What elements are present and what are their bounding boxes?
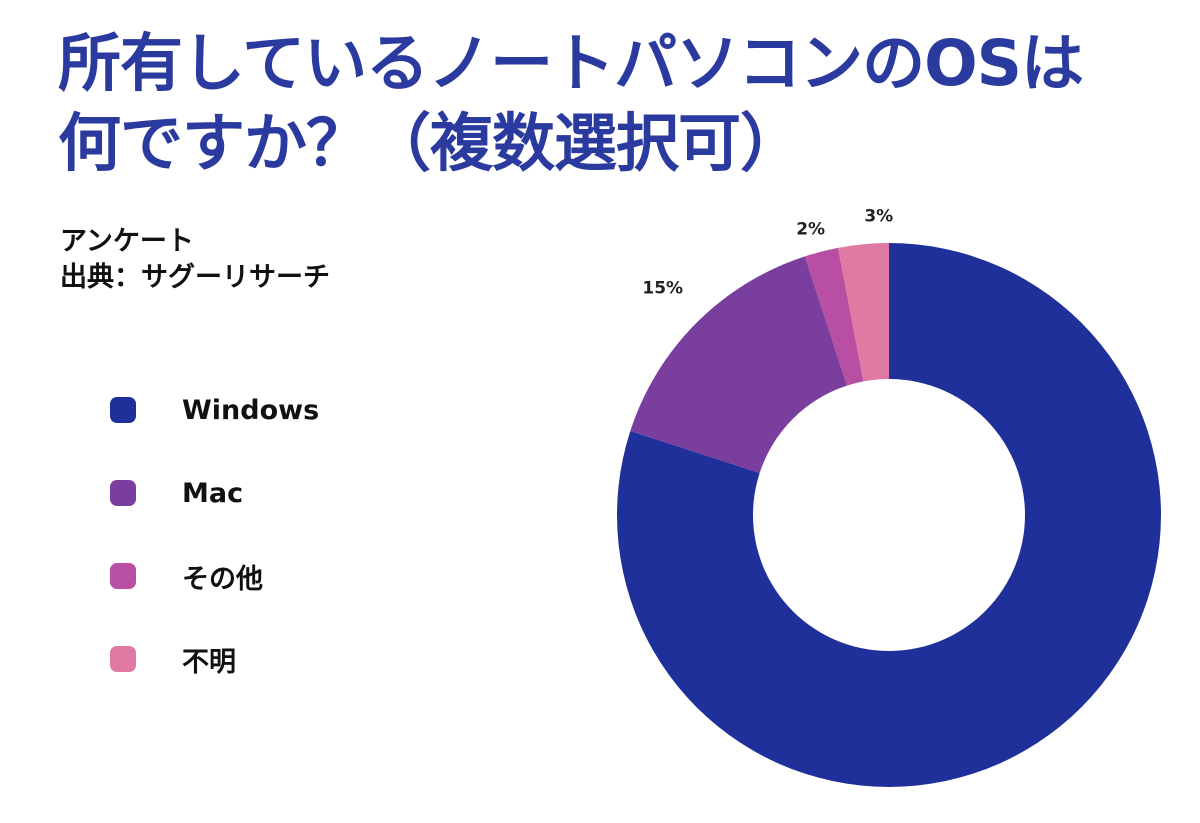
legend-item-unknown: 不明	[110, 639, 319, 679]
legend-swatch-unknown	[110, 646, 136, 672]
survey-source: アンケート 出典：サグーリサーチ	[60, 224, 330, 296]
legend-item-mac: Mac	[110, 473, 319, 513]
slice-other	[804, 247, 864, 386]
data-label-unknown: 3%	[864, 206, 893, 226]
legend-item-other: その他	[110, 556, 319, 596]
legend-swatch-mac	[110, 480, 136, 506]
source-label: 出典：サグーリサーチ	[60, 262, 330, 293]
data-label-other: 2%	[796, 219, 825, 239]
slice-windows	[617, 243, 1161, 787]
legend-item-windows: Windows	[110, 390, 319, 430]
legend-swatch-other	[110, 563, 136, 589]
slice-unknown	[838, 243, 889, 382]
survey-label: アンケート	[60, 226, 194, 257]
slice-mac	[630, 256, 847, 473]
chart-title-line-2: 何ですか？（複数選択可）	[58, 107, 803, 180]
legend-label-other: その他	[182, 563, 263, 595]
data-label-mac: 15%	[642, 279, 683, 299]
chart-title: 所有しているノートパソコンのOSは 何ですか？（複数選択可）	[58, 24, 1084, 184]
legend-swatch-windows	[110, 397, 136, 423]
legend-label-windows: Windows	[182, 394, 320, 426]
legend-label-unknown: 不明	[182, 646, 236, 678]
chart-title-line-1: 所有しているノートパソコンのOSは	[58, 27, 1084, 100]
legend: Windows Mac その他 不明	[110, 390, 319, 722]
legend-label-mac: Mac	[182, 477, 244, 509]
